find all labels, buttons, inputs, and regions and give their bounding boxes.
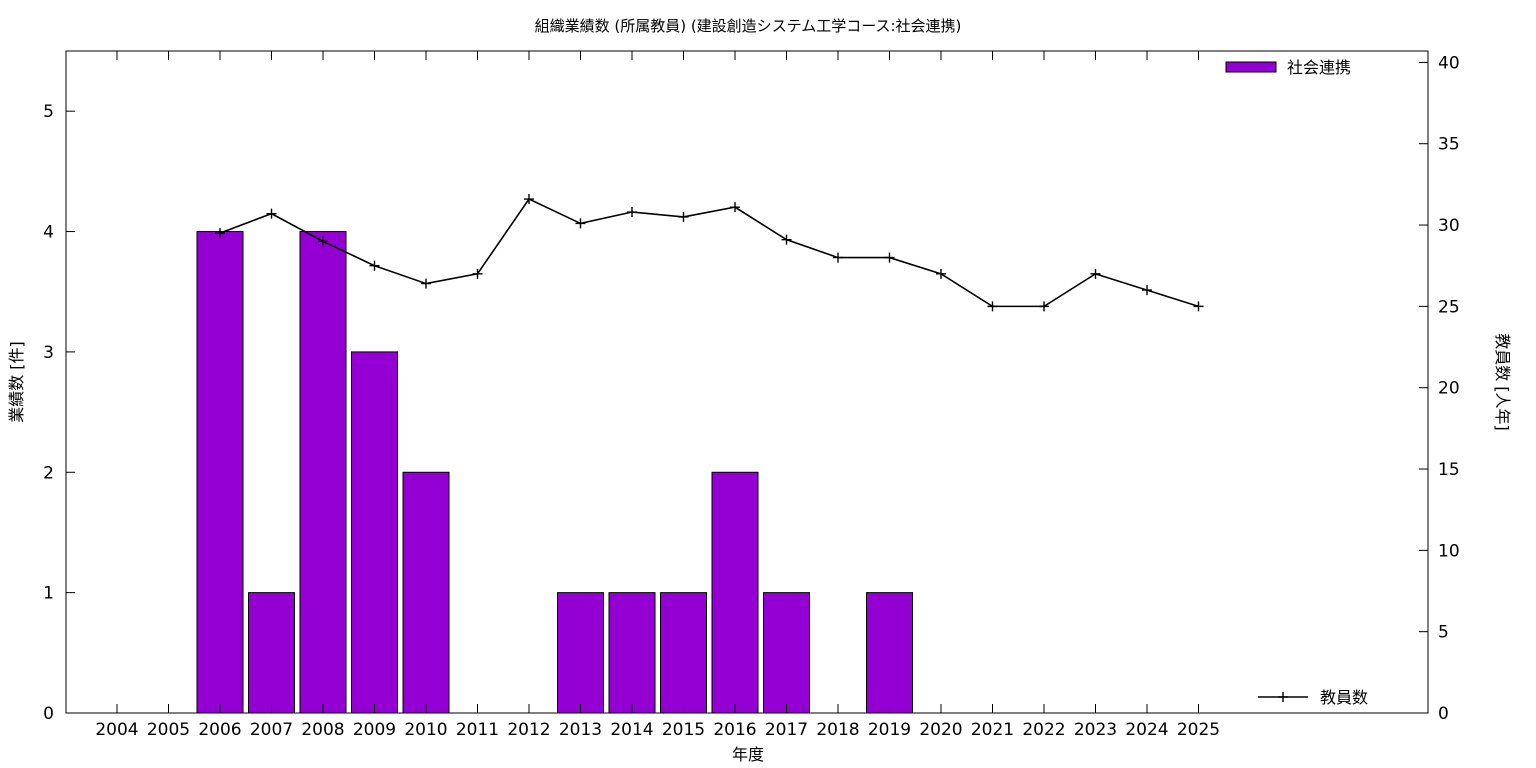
bar-2016 (711, 471, 759, 714)
x-axis-label: 年度 (732, 745, 764, 764)
x-tick-label: 2018 (816, 720, 859, 740)
bar-2014 (608, 592, 656, 714)
point-2010 (421, 278, 431, 289)
y-tick-label: 2 (43, 463, 54, 483)
x-tick-label: 2019 (868, 720, 911, 740)
y2-tick-label: 25 (1438, 297, 1460, 317)
x-tick-label: 2015 (662, 720, 705, 740)
legend-bar-label: 社会連携 (1287, 58, 1351, 77)
plot-area (196, 194, 1204, 714)
y-axis-label: 業績数 [件] (7, 341, 26, 423)
bar-2006 (196, 231, 244, 714)
legend-line: 教員数 (1258, 688, 1368, 707)
point-2015 (678, 211, 689, 222)
line-teachers (219, 198, 1199, 308)
x-tick-label: 2014 (610, 720, 653, 740)
y-tick-label: 3 (43, 343, 54, 363)
legend-line-marker (1278, 692, 1288, 702)
x-tick-label: 2013 (559, 720, 602, 740)
x-tick-label: 2021 (971, 720, 1014, 740)
point-2019 (884, 252, 895, 263)
y-tick-label: 0 (43, 704, 54, 724)
point-2021 (987, 301, 998, 312)
y2-tick-label: 35 (1438, 135, 1460, 155)
y-tick-label: 5 (43, 102, 54, 122)
point-2024 (1142, 285, 1152, 296)
x-tick-label: 2022 (1022, 720, 1065, 740)
y-tick-label: 4 (43, 223, 54, 243)
y2-tick-label: 0 (1438, 704, 1449, 724)
bar-2017 (763, 592, 810, 714)
bar-2009 (351, 351, 398, 714)
x-tick-label: 2017 (765, 720, 808, 740)
legend-bar-swatch (1225, 61, 1277, 73)
point-2022 (1039, 301, 1049, 312)
y2-tick-label: 5 (1438, 623, 1449, 643)
bar-2008 (299, 231, 347, 714)
chart-title: 組織業績数 (所属教員) (建設創造システム工学コース:社会連携) (535, 17, 962, 35)
y2-tick-label: 10 (1438, 541, 1460, 561)
point-2013 (575, 218, 586, 229)
y-tick-label: 1 (43, 584, 54, 604)
point-2009 (369, 260, 380, 271)
x-tick-label: 2005 (147, 720, 190, 740)
legend-line-label: 教員数 (1320, 688, 1368, 707)
x-tick-label: 2008 (301, 720, 344, 740)
y2-tick-label: 30 (1438, 216, 1460, 236)
x-tick-label: 2006 (198, 720, 241, 740)
x-tick-label: 2010 (404, 720, 447, 740)
y2-tick-label: 15 (1438, 460, 1460, 480)
bar-2010 (402, 471, 450, 714)
point-2006 (215, 228, 225, 239)
point-2023 (1090, 268, 1101, 279)
legend-bar: 社会連携 (1225, 58, 1351, 77)
y2-tick-label: 20 (1438, 379, 1460, 399)
bar-2013 (557, 592, 604, 714)
point-2014 (627, 207, 637, 218)
bar-2007 (248, 592, 295, 714)
point-2020 (936, 268, 946, 279)
point-2016 (730, 202, 740, 213)
point-2025 (1193, 301, 1204, 312)
bar-2015 (660, 592, 707, 714)
x-tick-label: 2025 (1177, 720, 1220, 740)
x-tick-label: 2009 (353, 720, 396, 740)
x-tick-label: 2007 (250, 720, 293, 740)
point-2007 (266, 208, 277, 219)
point-2017 (781, 234, 792, 245)
y2-axis-label: 教員数 [人年] (1493, 333, 1512, 431)
bar-2019 (866, 592, 913, 714)
point-2018 (833, 252, 843, 263)
point-2011 (472, 268, 483, 279)
x-tick-label: 2012 (507, 720, 550, 740)
x-tick-label: 2024 (1125, 720, 1168, 740)
x-tick-label: 2023 (1074, 720, 1117, 740)
point-2012 (524, 194, 534, 205)
x-tick-label: 2016 (713, 720, 756, 740)
point-2008 (318, 236, 328, 247)
x-tick-label: 2011 (456, 720, 499, 740)
x-tick-label: 2004 (95, 720, 138, 740)
x-tick-label: 2020 (919, 720, 962, 740)
y2-tick-label: 40 (1438, 53, 1460, 73)
plot-frame (65, 50, 1429, 714)
